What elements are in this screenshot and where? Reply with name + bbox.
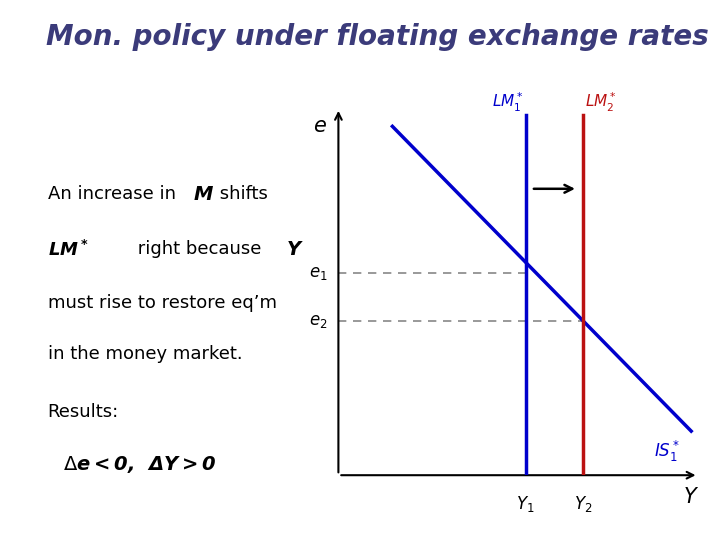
Text: $IS_1^*$: $IS_1^*$	[654, 438, 680, 463]
Text: CHAPTER 12: CHAPTER 12	[50, 508, 138, 521]
Text: $\bfit{LM^*}$: $\bfit{LM^*}$	[48, 240, 88, 260]
Text: $e_2$: $e_2$	[309, 312, 328, 330]
Text: shifts: shifts	[214, 185, 268, 204]
Text: $LM_1^*$: $LM_1^*$	[492, 90, 523, 113]
Text: right because: right because	[132, 240, 267, 258]
Text: Aggregate Demand in the Open Economy: Aggregate Demand in the Open Economy	[144, 508, 434, 521]
Text: $e_1$: $e_1$	[309, 264, 328, 282]
Text: $\it{Y}$: $\it{Y}$	[683, 487, 699, 507]
Text: 9: 9	[690, 508, 698, 521]
Text: $\Delta \bfit{e} < 0, \;\; \Delta \bfit{Y} > 0$: $\Delta \bfit{e} < 0, \;\; \Delta \bfit{…	[63, 454, 217, 475]
Text: Mon. policy under floating exchange rates: Mon. policy under floating exchange rate…	[46, 23, 709, 51]
Text: $Y_1$: $Y_1$	[516, 494, 535, 514]
Text: $\bfit{Y}$: $\bfit{Y}$	[287, 240, 304, 259]
Text: $e$: $e$	[313, 116, 328, 137]
Text: An increase in: An increase in	[48, 185, 181, 204]
Text: $LM_2^*$: $LM_2^*$	[585, 90, 617, 113]
Text: $Y_2$: $Y_2$	[574, 494, 593, 514]
Text: in the money market.: in the money market.	[48, 345, 242, 363]
Text: Results:: Results:	[48, 403, 119, 421]
Text: $\bfit{M}$: $\bfit{M}$	[193, 185, 214, 205]
Text: must rise to restore eq’m: must rise to restore eq’m	[48, 294, 276, 312]
